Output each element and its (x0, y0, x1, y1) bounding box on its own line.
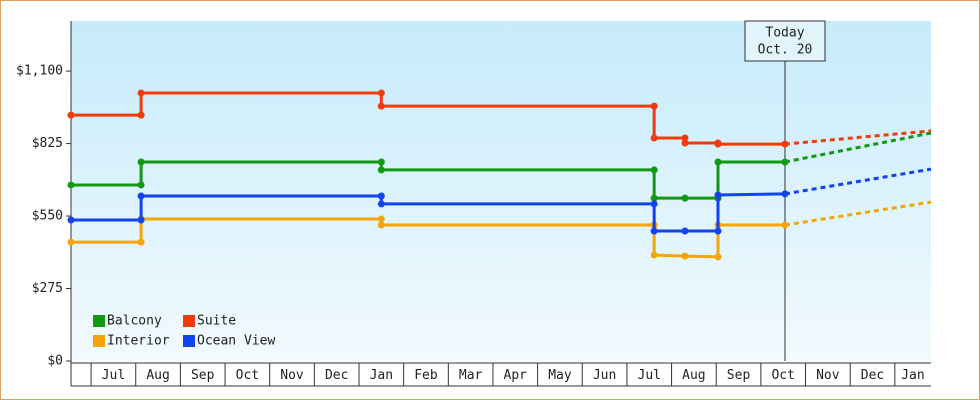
data-point (137, 111, 145, 119)
x-tick-label: Dec (325, 368, 348, 383)
legend-swatch (183, 315, 195, 327)
data-point (681, 194, 689, 202)
x-tick-label: May (548, 368, 572, 383)
x-tick-label: Oct (771, 368, 794, 383)
data-point (781, 158, 789, 166)
legend-label: Suite (197, 314, 236, 329)
data-point (714, 158, 722, 166)
x-tick-label: Mar (459, 368, 483, 383)
data-point (377, 215, 385, 223)
data-point (650, 102, 658, 110)
y-tick-label: $275 (32, 281, 63, 296)
x-tick-label: Jan (901, 368, 924, 383)
data-point (377, 89, 385, 97)
x-tick-label: Nov (816, 368, 840, 383)
data-point (714, 253, 722, 261)
x-tick-label: Jun (593, 368, 616, 383)
x-tick-label: Apr (504, 368, 528, 383)
data-point (681, 252, 689, 260)
x-tick-label: Nov (280, 368, 304, 383)
legend-swatch (93, 335, 105, 347)
data-point (681, 134, 689, 142)
data-point (714, 227, 722, 235)
legend-swatch (93, 315, 105, 327)
data-point (137, 181, 145, 189)
x-tick-label: Jul (638, 368, 661, 383)
legend-label: Ocean View (197, 334, 275, 349)
data-point (67, 111, 75, 119)
x-tick-label: Sep (191, 368, 215, 383)
x-tick-label: Dec (861, 368, 884, 383)
forecast-line (784, 200, 932, 227)
x-tick-label: Oct (236, 368, 259, 383)
data-point (137, 238, 145, 246)
data-point (137, 89, 145, 97)
today-label: Oct. 20 (758, 43, 813, 58)
y-tick-label: $550 (32, 209, 63, 224)
data-point (714, 191, 722, 199)
data-point (377, 221, 385, 229)
data-point (377, 102, 385, 110)
forecast-line (784, 167, 932, 196)
data-point (650, 134, 658, 142)
data-point (67, 216, 75, 224)
x-tick-label: Aug (682, 368, 705, 383)
data-point (650, 194, 658, 202)
legend-label: Interior (107, 334, 170, 349)
legend-swatch (183, 335, 195, 347)
data-point (650, 251, 658, 259)
forecast-line (784, 131, 932, 164)
data-point (681, 227, 689, 235)
data-point (67, 238, 75, 246)
data-point (377, 200, 385, 208)
data-point (781, 140, 789, 148)
x-tick-label: Sep (727, 368, 751, 383)
today-box (744, 20, 826, 62)
y-tick-label: $1,100 (16, 64, 63, 79)
x-tick-label: Aug (146, 368, 169, 383)
data-point (137, 192, 145, 200)
data-point (67, 181, 75, 189)
y-tick-label: $825 (32, 136, 63, 151)
data-point (650, 227, 658, 235)
data-point (650, 200, 658, 208)
x-tick-label: Jan (370, 368, 393, 383)
data-point (650, 166, 658, 174)
data-point (781, 190, 789, 198)
legend-label: Balcony (107, 314, 162, 329)
data-point (714, 140, 722, 148)
data-point (377, 166, 385, 174)
data-point (377, 192, 385, 200)
data-point (377, 158, 385, 166)
plot-area (71, 21, 931, 361)
data-point (681, 139, 689, 147)
x-tick-label: Jul (102, 368, 125, 383)
data-point (781, 221, 789, 229)
forecast-line (784, 129, 932, 146)
x-tick-label: Feb (414, 368, 438, 383)
data-point (137, 158, 145, 166)
today-label: Today (765, 26, 804, 41)
data-point (137, 216, 145, 224)
y-tick-label: $0 (47, 354, 63, 369)
